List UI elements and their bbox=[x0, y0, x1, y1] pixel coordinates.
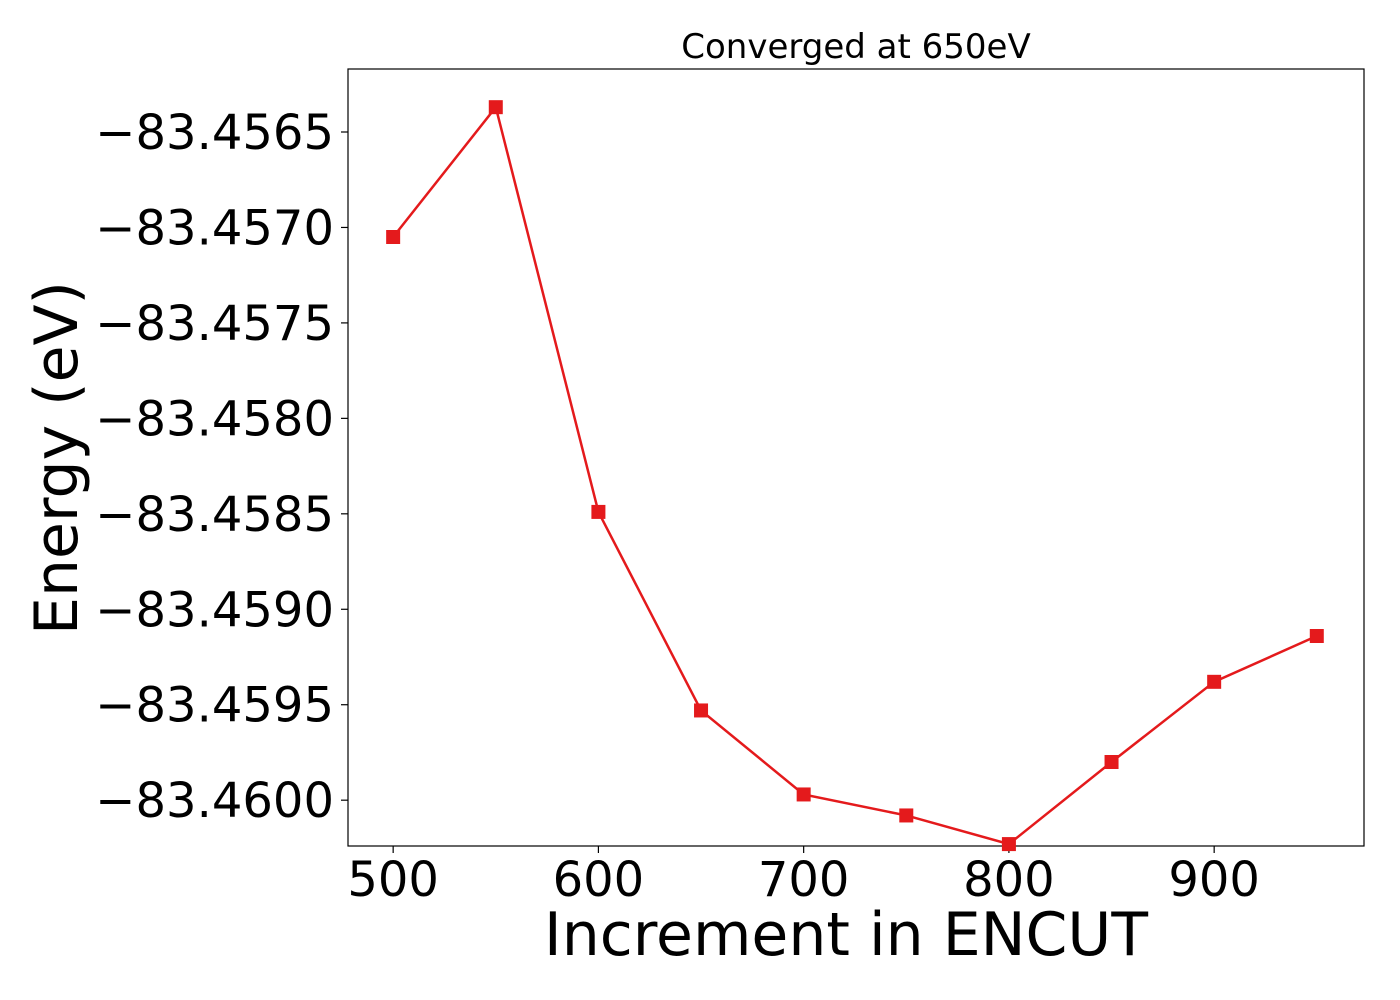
data-point-marker bbox=[591, 504, 606, 519]
x-tick-label: 800 bbox=[963, 852, 1055, 908]
y-tick-label: −83.4600 bbox=[95, 773, 334, 829]
data-point-marker bbox=[694, 703, 709, 718]
y-tick-label: −83.4565 bbox=[95, 105, 334, 161]
series-layer bbox=[386, 100, 1324, 852]
data-point-marker bbox=[1001, 837, 1016, 852]
plot-area-frame bbox=[347, 68, 1365, 847]
data-point-marker bbox=[899, 808, 914, 823]
data-point-marker bbox=[488, 100, 503, 115]
y-tick-label: −83.4585 bbox=[95, 487, 334, 543]
x-tick-label: 500 bbox=[347, 852, 439, 908]
x-tick-label: 600 bbox=[553, 852, 645, 908]
y-tick-label: −83.4590 bbox=[95, 582, 334, 638]
x-axis: 500 600 700 800 900 bbox=[347, 846, 1260, 908]
y-axis: −83.4565 −83.4570 −83.4575 −83.4580 −83.4585… bbox=[95, 105, 348, 829]
series-line bbox=[392, 104, 1318, 846]
data-point-marker bbox=[1309, 629, 1324, 643]
chart-title: Converged at 650eV bbox=[681, 27, 1030, 67]
data-point-marker bbox=[796, 787, 811, 802]
y-axis-label: Energy (eV) bbox=[22, 281, 92, 635]
y-tick-label: −83.4575 bbox=[95, 296, 334, 352]
data-point-marker bbox=[386, 230, 401, 244]
y-tick-label: −83.4570 bbox=[95, 200, 334, 256]
data-point-marker bbox=[1207, 674, 1222, 689]
x-tick-label: 900 bbox=[1168, 852, 1260, 908]
x-tick-label: 700 bbox=[758, 852, 850, 908]
y-tick-label: −83.4595 bbox=[95, 678, 334, 734]
y-tick-label: −83.4580 bbox=[95, 391, 334, 447]
data-point-marker bbox=[1104, 755, 1119, 769]
x-axis-label: Increment in ENCUT bbox=[544, 900, 1148, 970]
